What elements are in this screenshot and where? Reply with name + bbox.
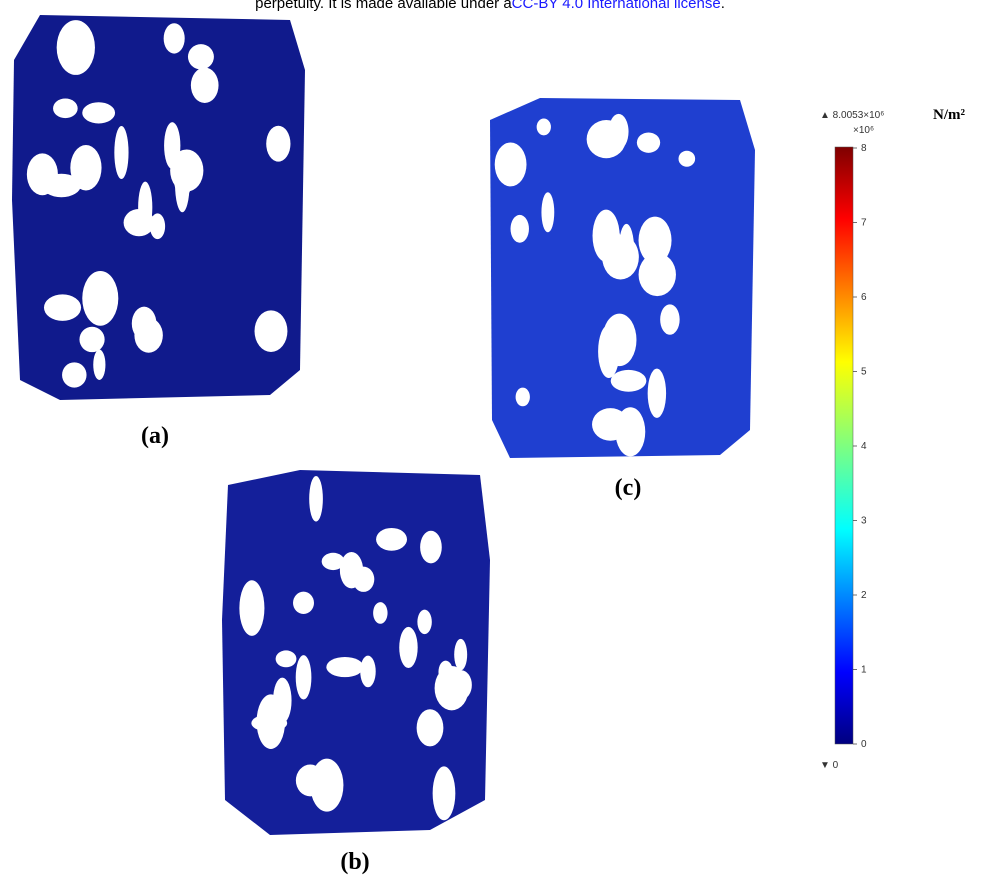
pore [175, 156, 190, 213]
pore [450, 670, 472, 700]
pore [536, 118, 551, 136]
colorbar [834, 146, 854, 745]
pore [190, 67, 219, 104]
license-link[interactable]: CC-BY 4.0 International license [512, 0, 721, 12]
pore [79, 326, 105, 353]
pore [586, 120, 626, 159]
pore [360, 655, 376, 688]
pore [602, 234, 639, 280]
pore [254, 310, 288, 352]
pore [62, 362, 87, 388]
pore [239, 580, 265, 636]
panel-label: (c) [615, 475, 642, 501]
pore [82, 270, 119, 326]
pore [321, 552, 345, 571]
pore [515, 387, 530, 407]
pore [510, 214, 529, 243]
colorbar-unit: N/m² [933, 107, 965, 123]
panel-a-render [12, 15, 305, 400]
colorbar-max: ▲ 8.0053×10⁶ [820, 110, 884, 121]
pore [541, 192, 555, 233]
tick-label: 4 [861, 441, 867, 452]
pore [53, 98, 78, 119]
tick-label: 2 [861, 590, 867, 601]
pore [638, 216, 672, 264]
pore [647, 368, 667, 418]
pore [615, 407, 646, 457]
pore [636, 132, 661, 153]
tick-label: 5 [861, 367, 867, 378]
pore [266, 125, 291, 162]
pore [82, 102, 116, 124]
pore [43, 294, 82, 321]
pore [26, 153, 58, 196]
colorbar-multiplier: ×10⁶ [853, 125, 874, 136]
tick-label: 6 [861, 292, 867, 303]
tick-label: 0 [861, 739, 867, 750]
panel-label: (a) [141, 423, 169, 449]
pore [638, 253, 676, 297]
tick-label: 8 [861, 143, 867, 154]
panel-label: (b) [340, 849, 369, 875]
pore [420, 530, 442, 564]
pore [417, 609, 432, 635]
pore [123, 208, 155, 237]
pore [93, 349, 106, 380]
pore [70, 145, 102, 191]
pore [56, 20, 95, 75]
pore [610, 369, 647, 392]
tick-label: 7 [861, 218, 867, 229]
panel-c-render [490, 98, 755, 458]
panel-b-render [222, 470, 490, 835]
pore [432, 766, 456, 821]
pore [399, 626, 418, 669]
pore [275, 650, 297, 668]
pore [602, 313, 637, 367]
header-end: . [721, 0, 725, 12]
pore [376, 527, 408, 551]
pore [163, 23, 185, 54]
pore [114, 125, 129, 180]
pore [352, 566, 375, 592]
pore [660, 304, 680, 335]
pore [678, 150, 696, 167]
pore [256, 694, 286, 749]
pore [454, 638, 468, 671]
pore [309, 475, 323, 522]
header-text: perpetuity. It is made available under a… [255, 0, 725, 12]
pore [326, 656, 364, 678]
pore [310, 758, 344, 812]
pore [187, 44, 214, 70]
pore [494, 142, 527, 187]
header-main: perpetuity. It is made available under a [255, 0, 512, 12]
pore [134, 317, 163, 353]
pore [416, 709, 444, 747]
tick-label: 3 [861, 516, 867, 527]
pore [295, 655, 312, 700]
pore [373, 602, 388, 624]
pore [293, 591, 314, 615]
colorbar-min: ▼ 0 [820, 760, 839, 771]
tick-label: 1 [861, 665, 867, 676]
